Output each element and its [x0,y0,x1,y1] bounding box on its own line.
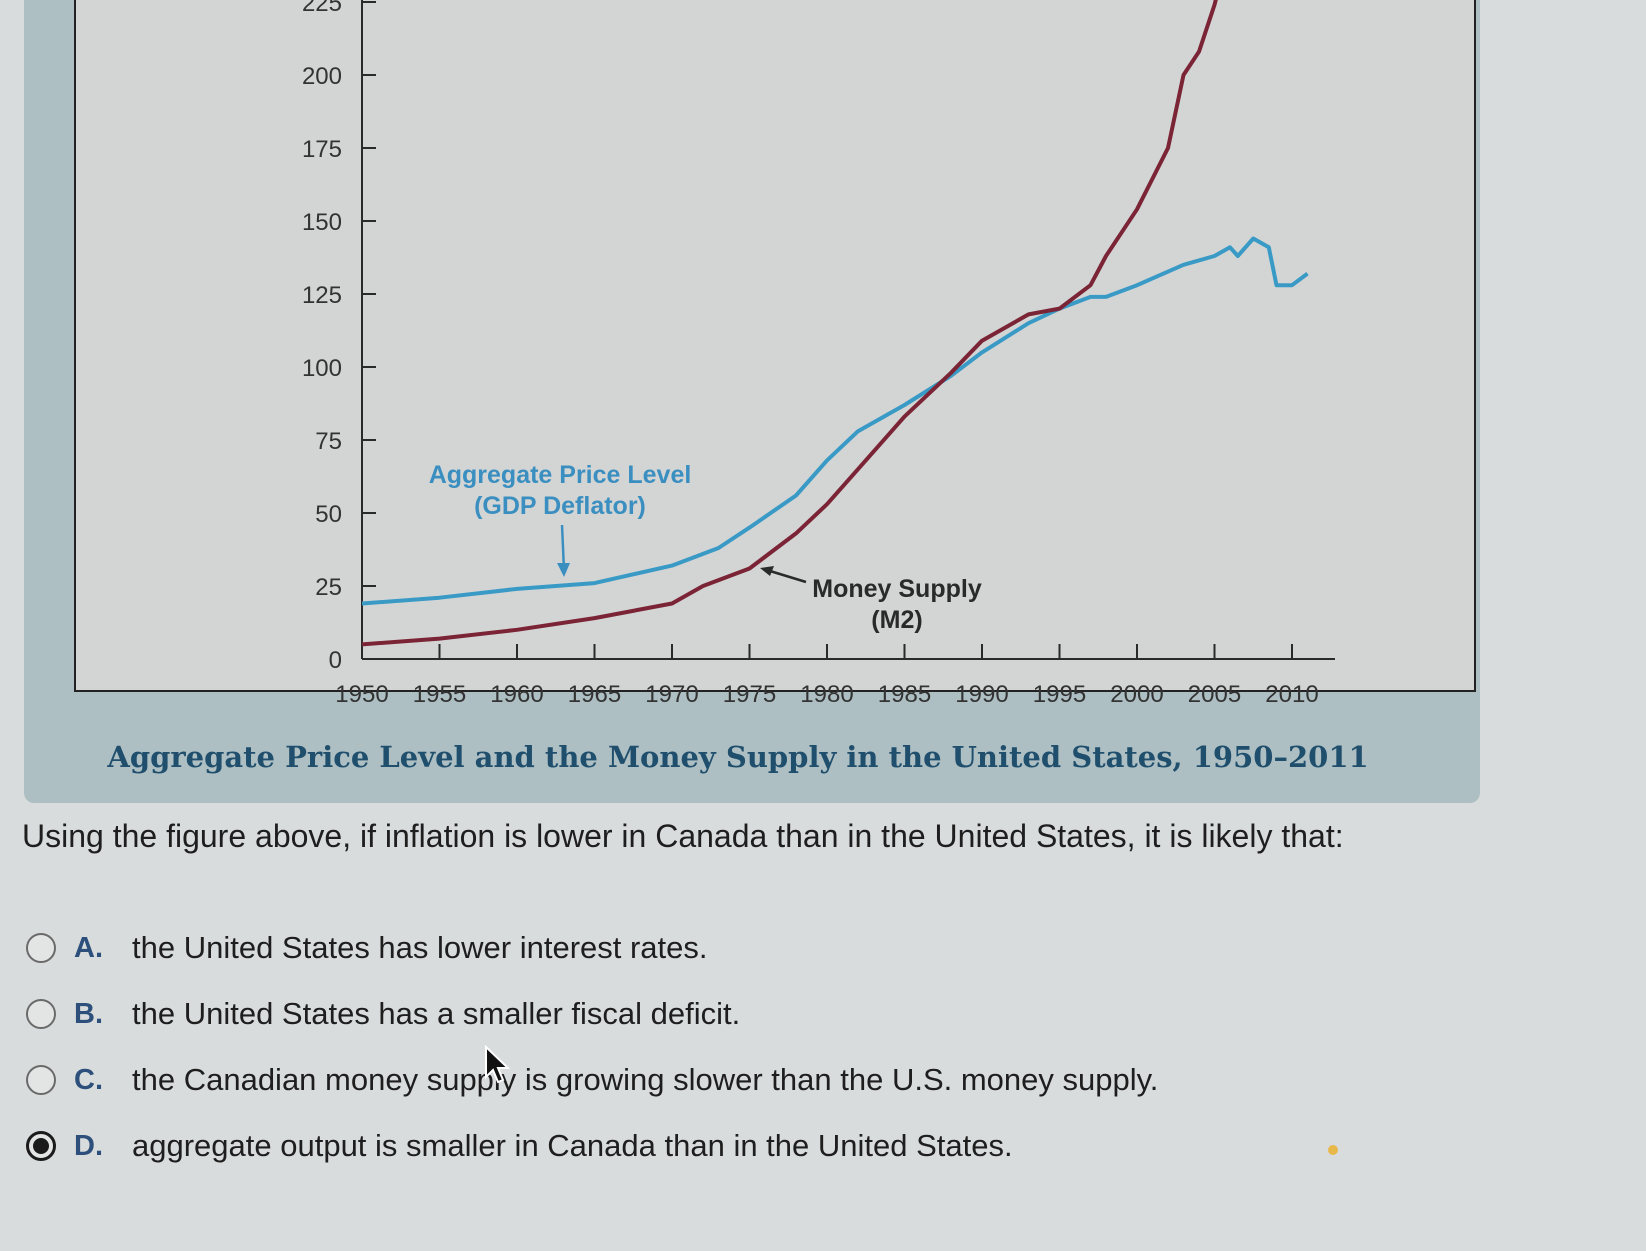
y-tick-label: 50 [315,501,342,528]
x-tick-label: 2005 [1188,681,1241,708]
price-level-label: Aggregate Price Level [429,461,692,489]
money-supply-label: (M2) [871,606,922,634]
price-level-label: (GDP Deflator) [474,492,646,520]
x-tick-label: 1990 [955,681,1008,708]
x-tick-label: 1970 [645,681,698,708]
x-tick-label: 1975 [723,681,776,708]
figure-card [24,0,1480,803]
arrow-head-icon [760,566,774,576]
x-tick-label: 1985 [878,681,931,708]
option-text: the Canadian money supply is growing slo… [132,1062,1159,1097]
x-tick-label: 1950 [335,681,388,708]
option-d[interactable]: D. aggregate output is smaller in Canada… [26,1113,1606,1179]
option-letter: B. [74,997,103,1030]
x-tick-label: 1965 [568,681,621,708]
x-tick-label: 2000 [1110,681,1163,708]
option-letter: D. [74,1129,103,1162]
line-chart: 0 25 50 75 100 125 150 175 200 225 1950 1955 1960 196… [302,0,1335,708]
option-a[interactable]: A. the United States has lower interest … [26,915,1606,981]
y-tick-label: 100 [302,355,342,382]
option-text: aggregate output is smaller in Canada th… [132,1128,1013,1163]
option-letter: A. [74,931,103,964]
series-line-price-level [361,236,1309,606]
arrow-head-icon [557,563,570,577]
mouse-pointer-icon [485,1045,510,1084]
chart-frame [74,0,1476,692]
answer-options: A. the United States has lower interest … [26,915,1606,1179]
option-letter: C. [74,1063,103,1096]
x-tick-label: 1955 [413,681,466,708]
money-supply-arrow [769,569,807,584]
y-tick-label: 125 [302,282,342,309]
radio-button-c[interactable] [26,1065,56,1095]
option-c[interactable]: C. the Canadian money supply is growing … [26,1047,1606,1113]
question-text: Using the figure above, if inflation is … [22,818,1344,854]
chart-title: Aggregate Price Level and the Money Supp… [107,740,1369,774]
y-tick-label: 25 [315,574,342,601]
x-tick-label: 2010 [1265,681,1318,708]
y-tick-label: 0 [329,647,342,674]
money-supply-label: Money Supply [812,575,982,603]
x-tick-label: 1980 [800,681,853,708]
y-tick-label: 175 [302,136,342,163]
price-level-arrow [560,524,566,571]
radio-button-b[interactable] [26,999,56,1029]
x-tick-label: 1995 [1033,681,1086,708]
y-tick-label: 150 [302,209,342,236]
series-line-money-supply [361,0,1218,647]
status-dot [1328,1145,1338,1155]
option-text: the United States has a smaller fiscal d… [132,996,741,1031]
y-tick-label: 75 [315,428,342,455]
y-tick-label: 200 [302,63,342,90]
y-tick-label: 225 [302,0,342,17]
option-text: the United States has lower interest rat… [132,930,708,965]
option-b[interactable]: B. the United States has a smaller fisca… [26,981,1606,1047]
radio-button-d[interactable] [26,1131,56,1161]
radio-button-a[interactable] [26,933,56,963]
x-tick-label: 1960 [490,681,543,708]
